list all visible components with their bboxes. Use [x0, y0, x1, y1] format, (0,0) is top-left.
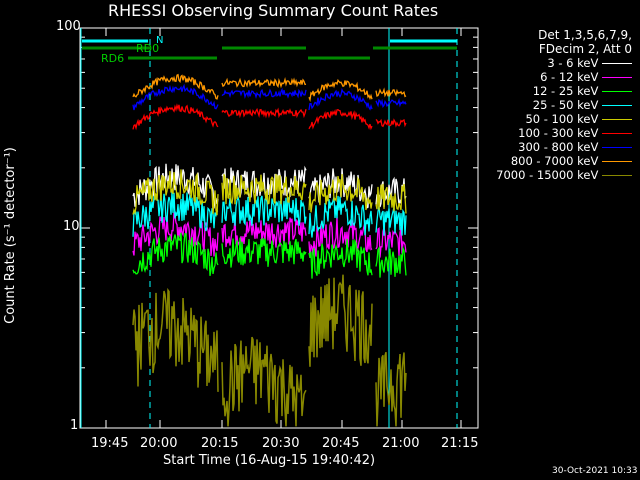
x-tick-2045: 20:45	[322, 436, 360, 451]
legend-swatch	[602, 147, 632, 148]
x-tick-2015: 20:15	[201, 436, 239, 451]
x-axis-label: Start Time (16-Aug-15 19:40:42)	[163, 453, 376, 468]
series-7	[308, 78, 373, 103]
legend-swatch	[602, 105, 632, 106]
legend-item-300-800: 300 - 800 keV	[518, 140, 632, 154]
legend-swatch	[602, 91, 632, 92]
y-axis-label: Count Rate (s⁻¹ detector⁻¹)	[2, 147, 18, 324]
y-tick-100: 100	[56, 19, 81, 34]
y-tick-10: 10	[63, 219, 80, 234]
series-8	[308, 274, 373, 367]
chart-title: RHESSI Observing Summary Count Rates	[108, 1, 439, 20]
legend-item-12-25: 12 - 25 keV	[533, 84, 632, 98]
series-2	[308, 238, 373, 279]
series-4	[308, 174, 373, 213]
series-8	[221, 336, 307, 427]
series-6	[308, 87, 373, 111]
series-7	[375, 87, 407, 98]
y-tick-1: 1	[70, 418, 79, 433]
legend-item-25-50: 25 - 50 keV	[533, 98, 632, 112]
series-8	[375, 351, 407, 427]
legend-swatch	[602, 63, 632, 64]
plot-frame	[79, 27, 479, 429]
legend-swatch	[602, 161, 632, 162]
series-4	[132, 169, 219, 216]
series-2	[132, 232, 219, 277]
series-3	[375, 206, 407, 236]
x-tick-2115: 21:15	[441, 436, 479, 451]
legend-swatch	[602, 133, 632, 134]
x-tick-2100: 21:00	[382, 436, 420, 451]
series-5	[221, 107, 307, 119]
series-0	[132, 163, 219, 209]
x-tick-1945: 19:45	[91, 436, 129, 451]
legend-item-100-300: 100 - 300 keV	[518, 126, 632, 140]
series-5	[132, 103, 219, 131]
legend-swatch	[602, 175, 632, 176]
series-3	[221, 195, 307, 226]
series-7	[221, 77, 307, 89]
series-3	[132, 191, 219, 237]
series-2	[375, 245, 407, 278]
rd6-label: RD6	[101, 52, 125, 65]
night-flag-label: N	[156, 35, 164, 46]
series-5	[375, 118, 407, 128]
legend-item-3-6: 3 - 6 keV	[547, 56, 632, 70]
series-7	[132, 73, 219, 100]
legend-item-50-100: 50 - 100 keV	[525, 112, 632, 126]
legend-header-1: Det 1,3,5,6,7,9,	[538, 28, 632, 42]
series-4	[375, 183, 407, 214]
legend-item-6-12: 6 - 12 keV	[540, 70, 632, 84]
legend-swatch	[602, 119, 632, 120]
legend-item-800-7000: 800 - 7000 keV	[511, 154, 632, 168]
x-tick-2000: 20:00	[140, 436, 178, 451]
series-6	[375, 97, 407, 108]
legend-item-7000-15000: 7000 - 15000 keV	[496, 168, 632, 182]
footer-date: 30-Oct-2021 10:33	[552, 466, 638, 476]
legend-swatch	[602, 77, 632, 78]
rd0-label: RD0	[136, 42, 160, 55]
series-6	[221, 87, 307, 100]
series-1	[132, 212, 219, 257]
series-3	[308, 195, 373, 238]
series-4	[221, 173, 307, 205]
series-1	[308, 217, 373, 258]
series-5	[308, 109, 373, 131]
series-8	[132, 287, 219, 392]
x-tick-2030: 20:30	[262, 436, 300, 451]
series-6	[132, 83, 219, 111]
legend-header-2: FDecim 2, Att 0	[538, 42, 632, 56]
series-2	[221, 237, 307, 268]
